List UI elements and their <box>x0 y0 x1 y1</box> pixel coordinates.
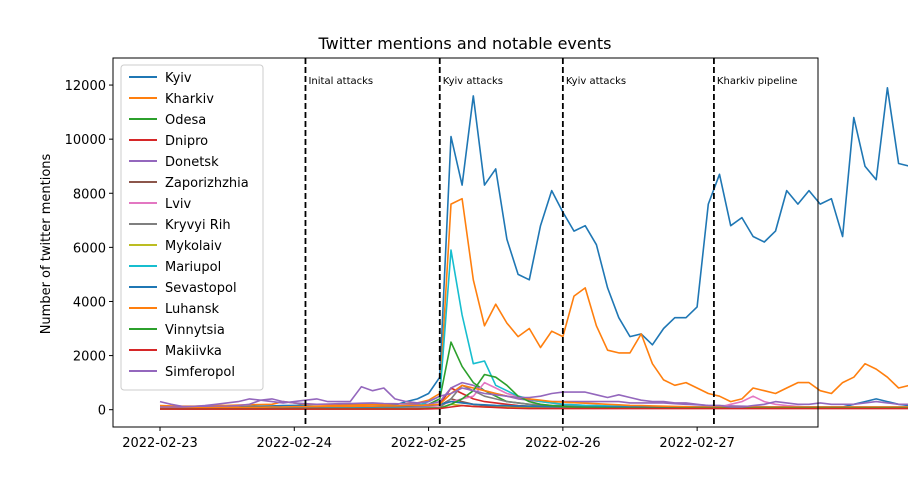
event-label-3: Kharkiv pipeline <box>717 76 797 87</box>
x-tick-label-3: 2022-02-26 <box>525 436 601 451</box>
series-layer <box>159 87 908 410</box>
y-tick-label-4: 8000 <box>73 187 106 202</box>
series-line-13 <box>160 404 908 410</box>
y-tick-label-5: 10000 <box>65 133 106 148</box>
legend-entry-5: Zaporizhzhia <box>165 176 249 191</box>
event-layer: Inital attacks Kyiv attacks Kyiv attacks Kh… <box>304 58 797 427</box>
legend-entry-14: Simferopol <box>165 365 235 380</box>
series-line-9 <box>160 249 908 410</box>
legend-entry-12: Vinnytsia <box>165 323 225 338</box>
x-tick-label-4: 2022-02-27 <box>659 436 735 451</box>
legend-entry-7: Kryvyi Rih <box>165 218 231 233</box>
series-line-11 <box>160 384 908 409</box>
legend-entry-0: Kyiv <box>165 71 192 86</box>
x-tick-label-1: 2022-02-24 <box>257 436 333 451</box>
event-label-2: Kyiv attacks <box>566 76 626 87</box>
legend-entry-3: Dnipro <box>165 134 208 149</box>
y-tick-label-0: 0 <box>98 404 106 419</box>
chart-title: Twitter mentions and notable events <box>318 34 612 53</box>
legend-entry-13: Makiivka <box>165 344 222 359</box>
legend-entry-10: Sevastopol <box>165 281 237 296</box>
event-label-1: Kyiv attacks <box>443 76 503 87</box>
x-tick-label-0: 2022-02-23 <box>122 436 198 451</box>
plot-frame <box>112 57 819 428</box>
legend-entry-9: Mariupol <box>165 260 221 275</box>
y-tick-label-2: 4000 <box>73 295 106 310</box>
y-axis-label: Number of twitter mentions <box>39 153 54 334</box>
series-line-14 <box>160 385 908 408</box>
y-tick-label-1: 2000 <box>73 350 106 365</box>
legend-entry-4: Donetsk <box>165 155 219 170</box>
event-label-0: Inital attacks <box>308 76 373 87</box>
x-tick-label-2: 2022-02-25 <box>391 436 467 451</box>
series-line-1 <box>159 197 908 408</box>
y-tick-label-6: 12000 <box>65 79 106 94</box>
y-tick-label-3: 6000 <box>73 241 106 256</box>
legend-entry-8: Mykolaiv <box>165 239 222 254</box>
series-line-0 <box>159 87 908 409</box>
legend: Kyiv Kharkiv Odesa Dnipro Donetsk Zaporizhzhi… <box>120 64 264 391</box>
axis-layer: 0 2000 4000 6000 8000 10000 12000 2022-02-23 202… <box>65 57 819 451</box>
legend-entry-2: Odesa <box>165 113 206 128</box>
legend-entry-11: Luhansk <box>165 302 219 317</box>
legend-entry-6: Lviv <box>165 197 192 212</box>
legend-entry-1: Kharkiv <box>165 92 214 107</box>
